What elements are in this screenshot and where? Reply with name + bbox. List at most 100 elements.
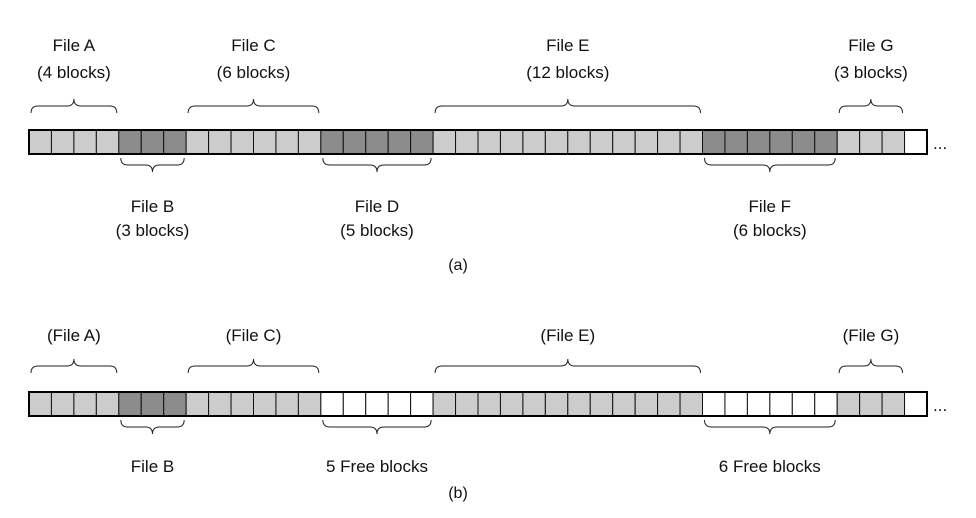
segment-label: File B [131,197,174,216]
free-block [769,391,793,417]
file-block [432,129,457,155]
file-block [881,129,906,155]
file-block [185,129,210,155]
file-block [275,129,299,155]
file-block [50,391,75,417]
file-block [746,129,771,155]
file-block [881,391,906,417]
file-block [544,391,569,417]
panel-b: (File A) File B (File C) 5 Free blocks (File… [28,326,947,502]
file-block [73,129,97,155]
file-block [702,129,726,155]
segment-brace [704,157,836,173]
file-block [73,391,97,417]
file-block [455,391,479,417]
free-block [342,391,367,417]
file-block [50,129,75,155]
file-block [432,391,457,417]
file-block [589,391,614,417]
free-block [904,391,928,417]
segment-label: File E [546,36,589,55]
segment-brace [838,358,904,374]
file-block [163,129,187,155]
file-block [253,391,277,417]
file-block [612,391,636,417]
panel-caption: (b) [448,485,468,502]
file-block [320,129,344,155]
file-block [410,129,434,155]
file-block [477,391,501,417]
file-block [253,129,277,155]
ellipsis: ... [933,396,947,415]
free-block [410,391,434,417]
segment-brace [322,157,432,173]
free-block [904,129,928,155]
file-block [612,129,636,155]
file-block [477,129,501,155]
segment-label: (File G) [843,326,900,345]
segment-label: File C [231,36,275,55]
file-block [679,391,703,417]
file-block [836,129,861,155]
free-block [365,391,389,417]
file-block [208,129,232,155]
free-block [702,391,726,417]
free-block [320,391,344,417]
file-block [342,129,367,155]
segment-brace [838,98,904,114]
file-block [365,129,389,155]
segment-size-label: (5 blocks) [340,221,414,240]
file-block [455,129,479,155]
free-block [814,391,838,417]
file-block [275,391,299,417]
segment-size-label: (12 blocks) [526,63,609,82]
segment-brace [187,98,320,114]
segment-brace [322,419,432,435]
file-block [95,391,120,417]
file-block [679,129,703,155]
segment-label: (File C) [226,326,282,345]
file-block [230,391,255,417]
panel-caption: (a) [448,257,468,274]
file-block [387,129,412,155]
panel-a: File A (4 blocks) File B (3 blocks) File C (6… [28,36,947,274]
file-block [297,129,322,155]
file-block [140,129,165,155]
file-block [499,391,524,417]
file-block [634,129,659,155]
file-block [567,391,591,417]
segment-brace [30,358,118,374]
segment-label: (File E) [540,326,595,345]
segment-brace [434,98,701,114]
free-block [746,391,771,417]
segment-brace [30,98,118,114]
file-block [208,391,232,417]
segment-label: File D [355,197,399,216]
file-block [657,129,681,155]
segment-size-label: (6 blocks) [217,63,291,82]
file-block [95,129,120,155]
segment-brace [704,419,836,435]
segment-brace [434,358,701,374]
file-block [522,391,546,417]
segment-size-label: (6 blocks) [733,221,807,240]
file-block [28,391,52,417]
file-block [118,391,142,417]
file-block [544,129,569,155]
segment-label: File A [53,36,96,55]
segment-brace [120,157,185,173]
file-block [499,129,524,155]
disk-strip-outline [28,391,928,417]
segment-brace [120,419,185,435]
file-block [567,129,591,155]
free-block [791,391,816,417]
segment-label: 5 Free blocks [326,457,428,476]
file-block [297,391,322,417]
segment-label: (File A) [47,326,101,345]
file-block [140,391,165,417]
segment-label: 6 Free blocks [719,457,821,476]
file-block [522,129,546,155]
segment-label: File B [131,457,174,476]
disk-strip-outline [28,129,928,155]
file-block [859,391,883,417]
